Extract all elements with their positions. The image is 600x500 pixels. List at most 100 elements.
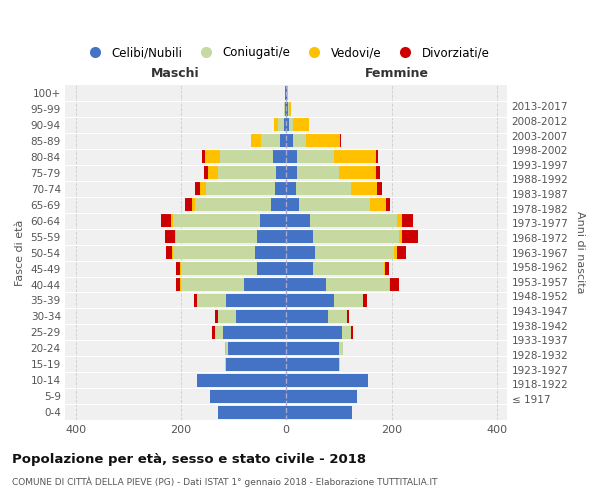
- Bar: [194, 294, 197, 307]
- Bar: [286, 246, 315, 259]
- Bar: [313, 230, 400, 243]
- Bar: [286, 262, 313, 275]
- Bar: [397, 246, 406, 259]
- Bar: [286, 294, 334, 307]
- Bar: [205, 150, 220, 164]
- Bar: [200, 182, 206, 196]
- Bar: [244, 278, 286, 291]
- Bar: [347, 310, 349, 323]
- Bar: [285, 102, 286, 116]
- Bar: [271, 198, 286, 211]
- Bar: [173, 214, 260, 227]
- Bar: [297, 150, 334, 164]
- Bar: [204, 166, 208, 179]
- Bar: [286, 230, 313, 243]
- Bar: [185, 198, 193, 211]
- Bar: [218, 166, 275, 179]
- Bar: [195, 198, 271, 211]
- Bar: [286, 182, 296, 196]
- Bar: [226, 342, 228, 355]
- Bar: [293, 118, 309, 132]
- Bar: [260, 214, 286, 227]
- Y-axis label: Fasce di età: Fasce di età: [15, 220, 25, 286]
- Bar: [172, 246, 173, 259]
- Bar: [228, 342, 286, 355]
- Bar: [315, 246, 394, 259]
- Bar: [394, 246, 397, 259]
- Bar: [226, 294, 286, 307]
- Bar: [377, 182, 382, 196]
- Bar: [370, 198, 386, 211]
- Bar: [285, 86, 286, 100]
- Bar: [275, 182, 286, 196]
- Bar: [208, 166, 218, 179]
- Bar: [286, 150, 297, 164]
- Text: Maschi: Maschi: [151, 68, 200, 80]
- Text: COMUNE DI CITTÀ DELLA PIEVE (PG) - Dati ISTAT 1° gennaio 2018 - Elaborazione TUT: COMUNE DI CITTÀ DELLA PIEVE (PG) - Dati …: [12, 476, 437, 487]
- Bar: [254, 246, 286, 259]
- Bar: [161, 214, 172, 227]
- Bar: [286, 134, 293, 147]
- Bar: [202, 150, 205, 164]
- Bar: [286, 102, 288, 116]
- Bar: [390, 278, 400, 291]
- Bar: [286, 390, 358, 402]
- Text: Femmine: Femmine: [365, 68, 429, 80]
- Bar: [287, 86, 289, 100]
- Bar: [286, 214, 310, 227]
- Bar: [286, 406, 352, 418]
- Y-axis label: Anni di nascita: Anni di nascita: [575, 212, 585, 294]
- Bar: [286, 358, 339, 371]
- Bar: [293, 134, 305, 147]
- Bar: [289, 102, 292, 116]
- Bar: [328, 310, 347, 323]
- Text: Popolazione per età, sesso e stato civile - 2018: Popolazione per età, sesso e stato civil…: [12, 452, 366, 466]
- Bar: [215, 326, 223, 339]
- Bar: [280, 134, 286, 147]
- Bar: [275, 166, 286, 179]
- Bar: [297, 166, 339, 179]
- Bar: [218, 310, 236, 323]
- Bar: [181, 278, 244, 291]
- Bar: [326, 278, 389, 291]
- Bar: [175, 230, 176, 243]
- Bar: [363, 294, 367, 307]
- Bar: [341, 326, 351, 339]
- Bar: [296, 182, 351, 196]
- Bar: [286, 118, 289, 132]
- Bar: [340, 134, 341, 147]
- Bar: [313, 262, 383, 275]
- Bar: [273, 150, 286, 164]
- Bar: [166, 246, 172, 259]
- Bar: [376, 166, 380, 179]
- Bar: [165, 230, 175, 243]
- Bar: [334, 150, 376, 164]
- Bar: [197, 294, 226, 307]
- Bar: [286, 310, 328, 323]
- Bar: [286, 278, 326, 291]
- Bar: [212, 326, 215, 339]
- Bar: [351, 182, 377, 196]
- Bar: [284, 118, 286, 132]
- Bar: [286, 166, 297, 179]
- Bar: [197, 374, 286, 387]
- Bar: [288, 102, 289, 116]
- Bar: [224, 358, 226, 371]
- Bar: [383, 262, 385, 275]
- Bar: [299, 198, 370, 211]
- Bar: [286, 342, 339, 355]
- Bar: [193, 198, 195, 211]
- Bar: [334, 294, 362, 307]
- Bar: [218, 406, 286, 418]
- Bar: [262, 134, 280, 147]
- Bar: [385, 262, 389, 275]
- Bar: [339, 166, 376, 179]
- Bar: [286, 86, 287, 100]
- Bar: [220, 150, 273, 164]
- Legend: Celibi/Nubili, Coniugati/e, Vedovi/e, Divorziati/e: Celibi/Nubili, Coniugati/e, Vedovi/e, Di…: [79, 42, 494, 64]
- Bar: [176, 278, 181, 291]
- Bar: [400, 230, 402, 243]
- Bar: [257, 262, 286, 275]
- Bar: [339, 342, 343, 355]
- Bar: [223, 326, 286, 339]
